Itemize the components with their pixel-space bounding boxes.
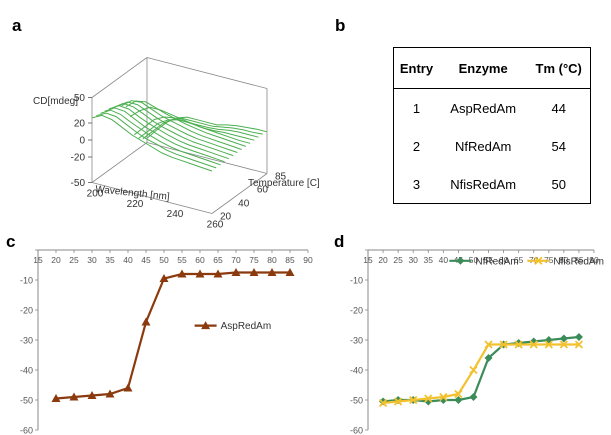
box-edge bbox=[211, 173, 268, 214]
header-entry: Entry bbox=[393, 47, 439, 89]
cell-entry: 2 bbox=[412, 138, 421, 154]
cd-spectrum-line bbox=[121, 100, 242, 150]
cd-spectrum-line bbox=[117, 101, 238, 153]
z-tick-label: 60 bbox=[257, 185, 269, 196]
cell-enzyme: NfisRedAm bbox=[450, 176, 517, 192]
cd-spectrum-line bbox=[104, 107, 225, 163]
table-row: 2 NfRedAm 54 bbox=[394, 127, 591, 165]
y-tick-label: 50 bbox=[74, 93, 86, 104]
table-header-row: Entry Enzyme Tm (°C) bbox=[393, 47, 591, 89]
y-axis-label: CD[mdeg] bbox=[33, 96, 78, 107]
y-tick-label: 20 bbox=[74, 119, 86, 130]
x-tick-label: 220 bbox=[127, 199, 144, 210]
z-axis-label: Temperature [C] bbox=[248, 178, 320, 189]
cell-tm: 50 bbox=[551, 176, 566, 192]
cd-spectrum-line bbox=[142, 117, 263, 140]
cell-entry: 1 bbox=[412, 100, 421, 116]
panel-label-b: b bbox=[335, 16, 346, 35]
panel-a-plot: 50200-20-5020022024026020406085CD[mdeg]W… bbox=[33, 57, 320, 231]
box-edge bbox=[146, 57, 268, 89]
table-row: 3 NfisRedAm 50 bbox=[394, 165, 591, 204]
cd-spectrum-line bbox=[96, 112, 217, 169]
cell-enzyme: NfRedAm bbox=[454, 138, 512, 154]
cd-spectrum-line bbox=[125, 100, 246, 147]
panel-label-a: a bbox=[12, 16, 22, 35]
cd-spectrum-line bbox=[113, 102, 234, 157]
x-tick-label: 240 bbox=[167, 209, 184, 220]
cd-spectrum-line bbox=[138, 119, 259, 139]
x-tick-label: 200 bbox=[87, 189, 104, 200]
cell-tm: 54 bbox=[551, 138, 566, 154]
cd-spectrum-line bbox=[108, 105, 230, 160]
header-tm: Tm (°C) bbox=[527, 47, 591, 89]
z-tick-label: 20 bbox=[220, 212, 232, 223]
box-edge bbox=[91, 142, 148, 183]
x-tick-label: 260 bbox=[207, 220, 224, 231]
cd-spectrum-line bbox=[91, 114, 213, 172]
cell-enzyme: AspRedAm bbox=[450, 100, 517, 116]
panel-label-d: d bbox=[334, 232, 345, 251]
tm-table: Entry Enzyme Tm (°C) 1 AspRedAm 44 2 NfR… bbox=[393, 47, 591, 204]
z-tick-label: 85 bbox=[275, 172, 287, 183]
z-tick-label: 40 bbox=[238, 198, 250, 209]
tm-table-container: Entry Enzyme Tm (°C) 1 AspRedAm 44 2 NfR… bbox=[393, 47, 591, 204]
cell-entry: 3 bbox=[412, 176, 421, 192]
box-edge bbox=[91, 57, 148, 98]
cd-spectrum-line bbox=[146, 116, 268, 139]
table-row: 1 AspRedAm 44 bbox=[394, 89, 591, 128]
header-enzyme: Enzyme bbox=[438, 47, 528, 89]
box-edge bbox=[146, 142, 268, 174]
panel-label-c: c bbox=[6, 232, 16, 251]
y-tick-label: -50 bbox=[71, 178, 86, 189]
box-edge bbox=[91, 182, 213, 214]
cd-spectrum-line bbox=[100, 109, 221, 166]
y-tick-label: 0 bbox=[79, 136, 85, 147]
cell-tm: 44 bbox=[551, 100, 566, 116]
cd-spectrum-line bbox=[133, 116, 255, 141]
y-tick-label: -20 bbox=[71, 153, 86, 164]
